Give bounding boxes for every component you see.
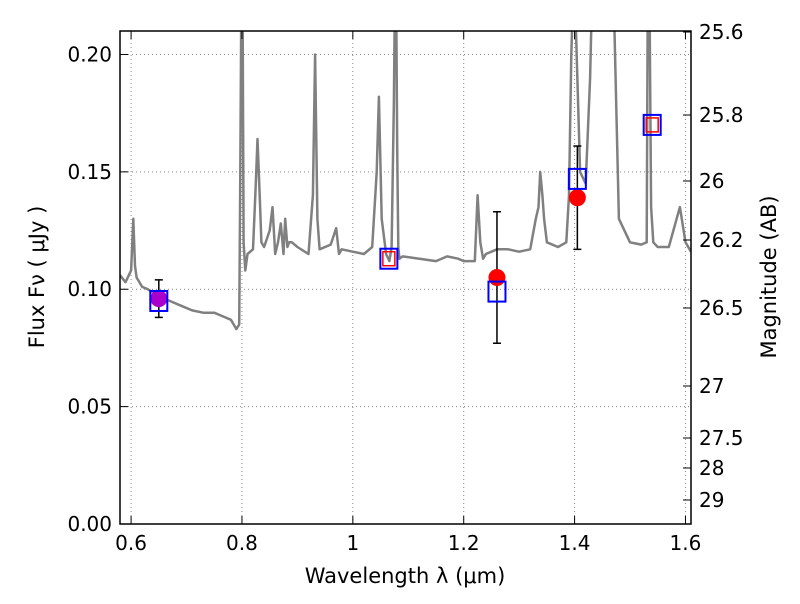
plot-border	[119, 30, 692, 525]
y2-tick-label-1: 25.8	[699, 103, 744, 127]
model-inner-square-1	[645, 117, 659, 133]
y-tick-label-4: 0.20	[67, 42, 112, 66]
model-square-3	[567, 167, 587, 190]
y2-tick-label-6: 27.5	[699, 426, 744, 450]
x-tick-label-5: 1.6	[670, 531, 702, 555]
model-inner-square-0	[382, 250, 396, 267]
model-square-1	[379, 247, 399, 270]
model-square-0	[149, 289, 169, 312]
model-square-2	[487, 280, 507, 303]
y2-tick-label-2: 26	[699, 169, 724, 193]
grid	[120, 31, 691, 525]
x-tick-label-3: 1.2	[448, 531, 480, 555]
y2-axis: 25.6 25.8 26 26.2 26.5 27 27.5 28 29	[683, 20, 744, 512]
observed-point-2	[568, 189, 586, 207]
y-tick-label-0: 0.00	[67, 512, 112, 536]
x-axis-label: Wavelength λ (μm)	[305, 564, 506, 588]
y-axis-label: Flux Fν ( μJy )	[25, 206, 49, 349]
observed-point-1	[488, 269, 506, 286]
y-axis: 0.00 0.05 0.10 0.15 0.20	[67, 42, 128, 536]
spectrum-line	[120, 31, 691, 331]
y2-tick-label-4: 26.5	[699, 296, 744, 320]
y2-tick-label-3: 26.2	[699, 228, 744, 252]
plot-frame	[119, 30, 692, 525]
spectrum-layer	[120, 31, 691, 331]
x-tick-label-0: 0.6	[115, 531, 147, 555]
y2-tick-label-7: 28	[699, 456, 724, 480]
y2-tick-label-0: 25.6	[699, 20, 744, 44]
x-tick-label-4: 1.4	[559, 531, 591, 555]
points-layer	[149, 113, 662, 344]
x-tick-label-2: 1	[346, 531, 359, 555]
y-tick-label-3: 0.15	[67, 160, 112, 184]
y2-axis-label: Magnitude (AB)	[757, 195, 781, 358]
y2-tick-label-5: 27	[699, 374, 724, 398]
y-tick-label-1: 0.05	[67, 395, 112, 419]
observed-point-0	[150, 290, 168, 308]
x-tick-label-1: 0.8	[226, 531, 258, 555]
model-square-4	[642, 113, 662, 136]
y-tick-label-2: 0.10	[67, 277, 112, 301]
y2-tick-label-8: 29	[699, 488, 724, 512]
x-axis: 0.6 0.8 1 1.2 1.4 1.6	[115, 31, 701, 555]
